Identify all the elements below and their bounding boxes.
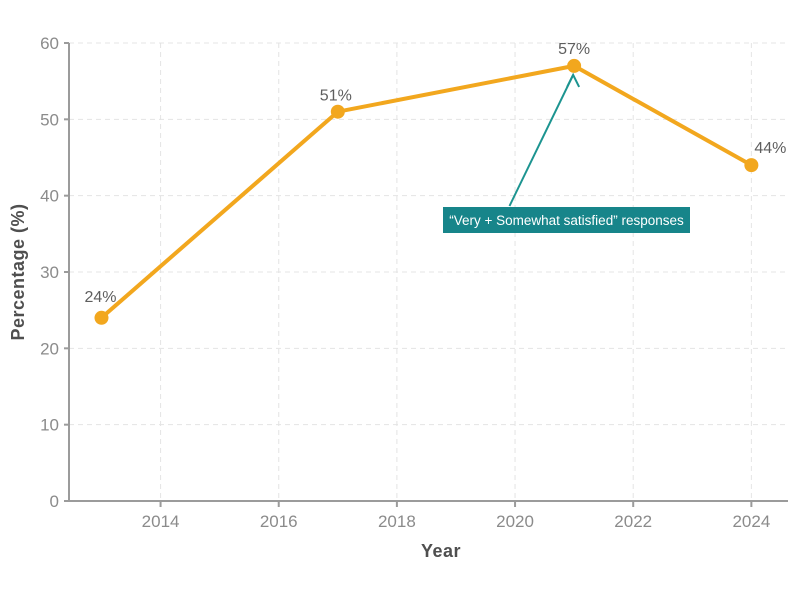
x-tick-label: 2020	[496, 512, 534, 531]
data-point-label: 57%	[558, 41, 590, 58]
y-tick-label: 0	[50, 492, 59, 511]
y-tick-label: 40	[40, 187, 59, 206]
data-line	[99, 63, 754, 320]
y-tick-label: 60	[40, 34, 59, 53]
data-point-label: 51%	[320, 88, 352, 105]
data-point-labels: 24% 51% 57% 44%	[84, 41, 786, 306]
data-point	[744, 158, 759, 173]
x-tick-labels: 2014 2016 2018 2020 2022 2024	[142, 512, 771, 531]
x-tick-label: 2014	[142, 512, 180, 531]
x-tick-label: 2022	[614, 512, 652, 531]
data-point	[94, 310, 109, 325]
annotation-arrowhead-icon	[566, 72, 581, 88]
y-tick-label: 50	[40, 110, 59, 129]
annotation-label: “Very + Somewhat satisfied” responses	[449, 213, 684, 228]
data-point-label: 44%	[754, 140, 786, 157]
x-tick-label: 2018	[378, 512, 416, 531]
x-tick-label: 2016	[260, 512, 298, 531]
grid-lines	[69, 42, 788, 501]
data-series	[94, 58, 759, 325]
y-tick-labels: 0 10 20 30 40 50 60	[40, 34, 59, 511]
x-axis-title: Year	[421, 541, 461, 561]
annotation-arrow	[508, 74, 575, 207]
annotation: “Very + Somewhat satisfied” responses	[443, 72, 690, 233]
data-point-label: 24%	[84, 289, 116, 306]
y-tick-label: 20	[40, 339, 59, 358]
annotation-box	[443, 207, 690, 233]
x-tick-label: 2024	[732, 512, 770, 531]
y-tick-label: 10	[40, 416, 59, 435]
y-tick-label: 30	[40, 263, 59, 282]
y-axis-title: Percentage (%)	[8, 203, 28, 340]
data-point	[567, 58, 582, 73]
axes	[64, 42, 788, 507]
data-point	[330, 104, 345, 119]
